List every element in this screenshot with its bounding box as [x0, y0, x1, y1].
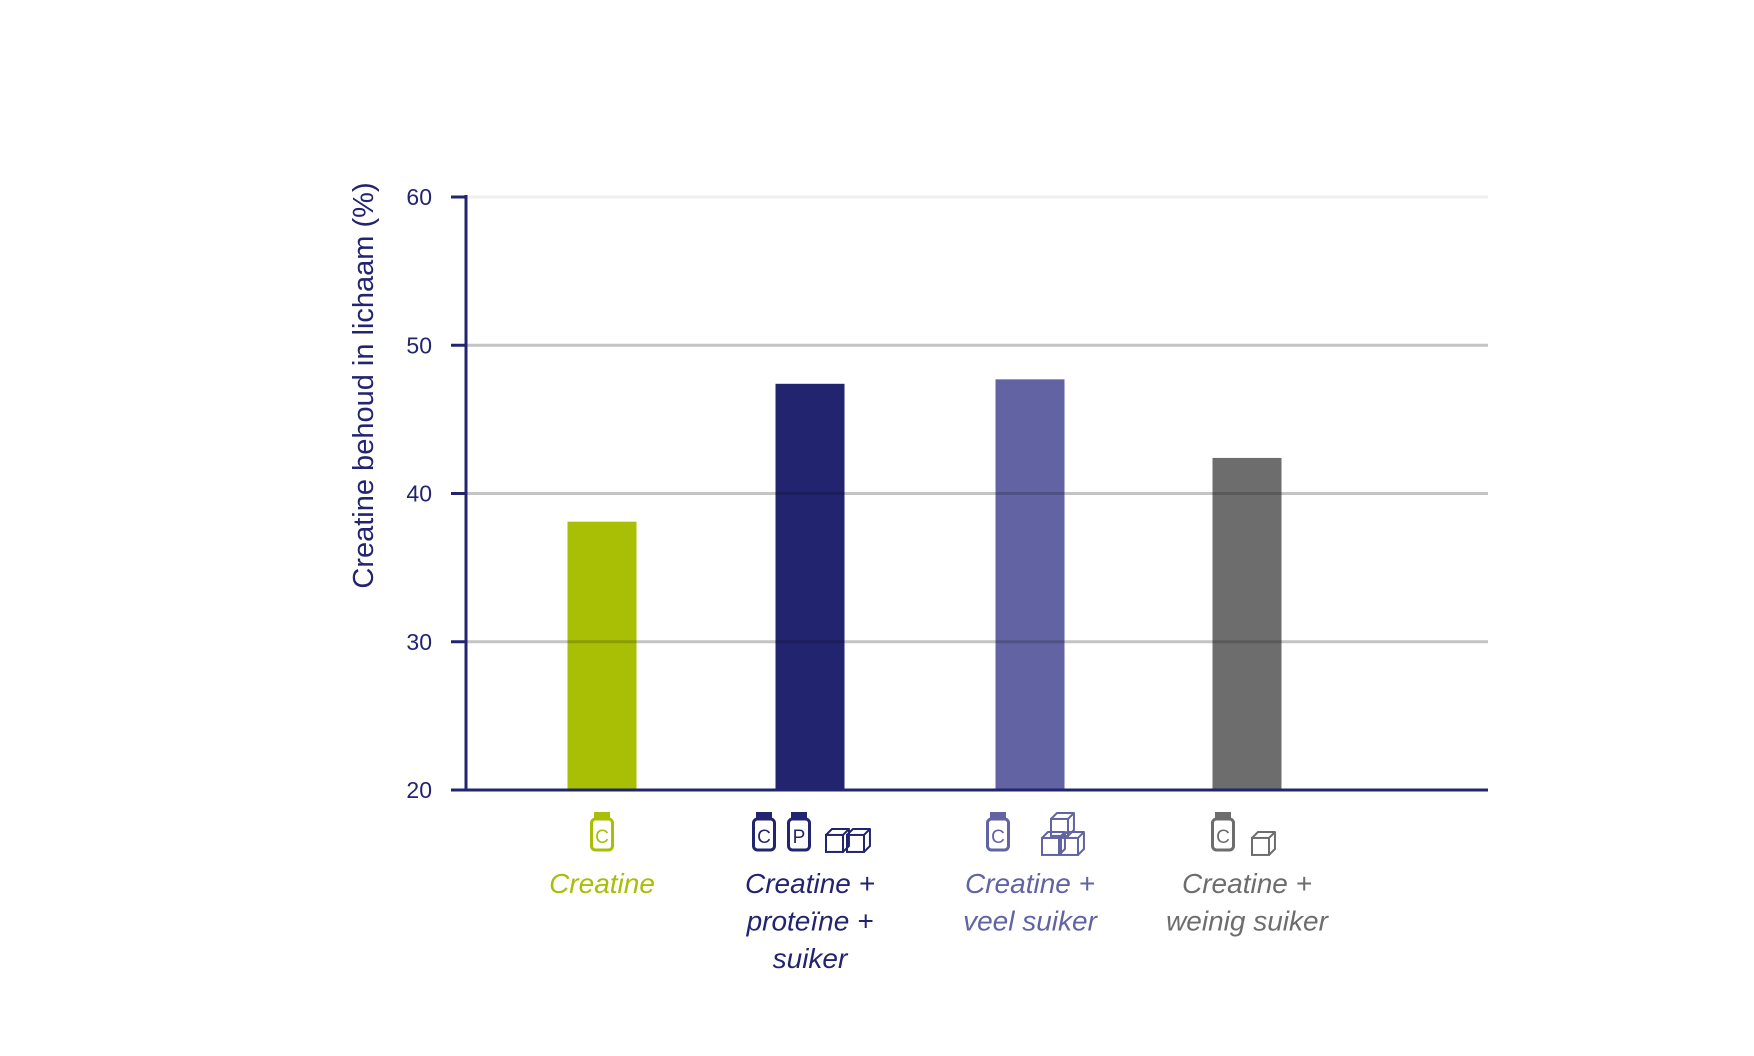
gridlines	[466, 195, 1488, 644]
y-tick-label: 60	[406, 184, 432, 210]
category-icon-group-4: C	[1211, 812, 1276, 856]
bar-2	[775, 383, 845, 790]
bar-4	[1212, 457, 1282, 790]
creatine-jar-icon: C	[1211, 812, 1235, 852]
sugar-cubes-stack-icon	[1041, 812, 1085, 856]
category-label-1: Creatine	[549, 868, 655, 899]
y-tick-label: 20	[406, 777, 432, 803]
y-axis-title: Creatine behoud in lichaam (%)	[348, 182, 380, 588]
x-tick-labels: Creatine Creatine + proteïne + suikerCreati…	[549, 868, 1330, 974]
y-tick-label: 50	[406, 332, 432, 358]
creatine-jar-icon: C	[986, 812, 1010, 852]
category-label-line: Creatine +	[965, 868, 1095, 899]
category-label-line: Creatine	[549, 868, 655, 899]
bar-1	[567, 521, 637, 790]
creatine-jar-icon: C	[590, 812, 614, 852]
category-label-line: proteïne +	[746, 906, 874, 937]
category-icon-group-3: C	[986, 812, 1085, 856]
category-label-2: Creatine + proteïne + suiker	[745, 868, 875, 974]
y-tick-label: 30	[406, 629, 432, 655]
sugar-cube	[846, 828, 871, 853]
category-label-3: Creatine + veel suiker	[963, 868, 1099, 937]
sugar-cube	[825, 828, 850, 853]
category-label-line: veel suiker	[963, 906, 1099, 937]
protein-jar-icon: P	[787, 812, 811, 852]
icon-letter: C	[991, 827, 1005, 848]
category-label-line: Creatine +	[1182, 868, 1312, 899]
icon-letter: C	[757, 827, 771, 848]
icon-letter: C	[595, 827, 609, 848]
sugar-cube-icon	[1251, 831, 1276, 856]
y-tick-label: 40	[406, 481, 432, 507]
category-label-4: Creatine + weinig suiker	[1166, 868, 1330, 937]
creatine-jar-icon: C	[752, 812, 776, 852]
gridlines-overlay	[466, 343, 1488, 644]
icon-letter: C	[1216, 827, 1230, 848]
bar-3	[995, 379, 1065, 790]
icon-letter: P	[793, 827, 806, 848]
y-ticks: 20 30 40 50 60	[406, 184, 466, 803]
category-label-line: suiker	[773, 943, 849, 974]
bars	[567, 379, 1282, 790]
sugar-cube	[1050, 812, 1075, 837]
category-icon-group-1: C	[590, 812, 614, 852]
category-label-line: weinig suiker	[1166, 906, 1330, 937]
category-label-line: Creatine +	[745, 868, 875, 899]
sugar-cubes-icon	[825, 828, 871, 853]
